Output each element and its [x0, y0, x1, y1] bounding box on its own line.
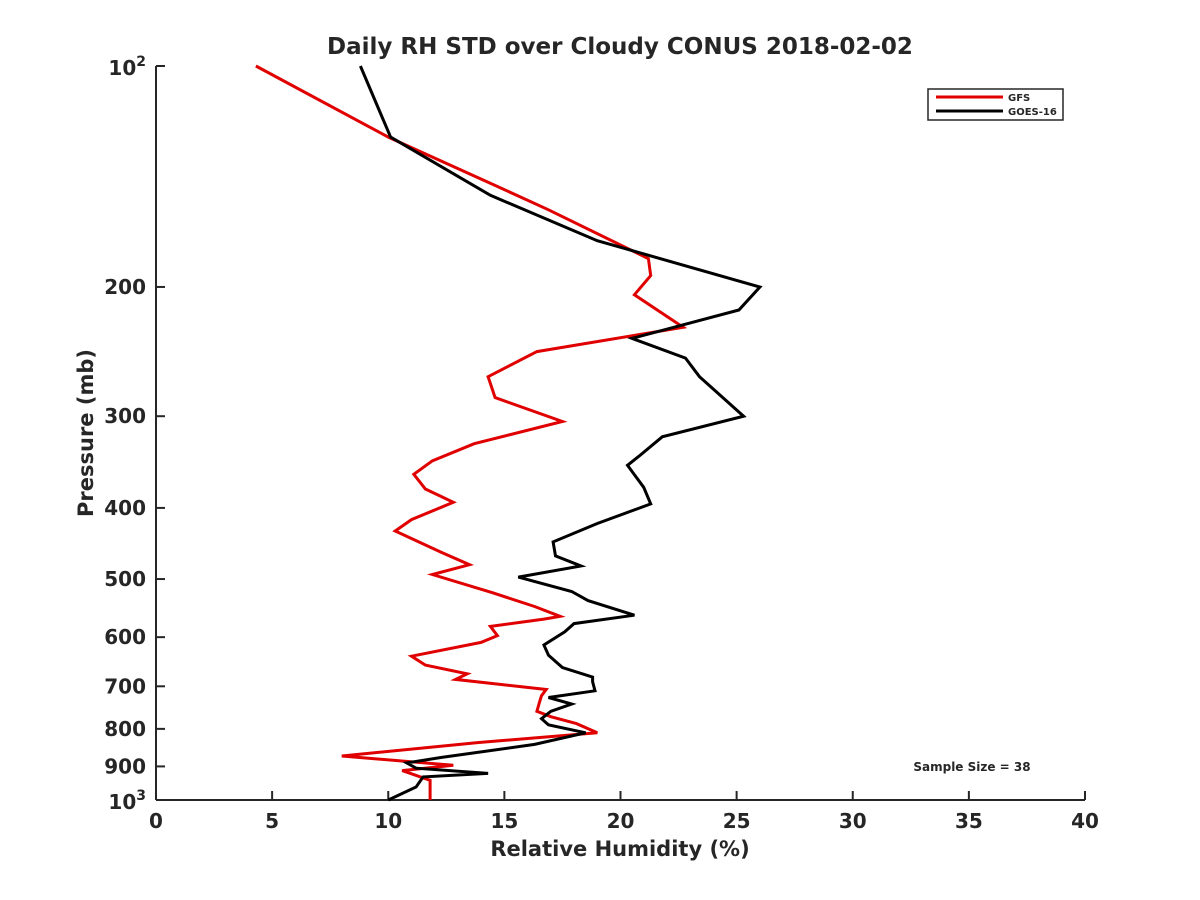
x-tick-label: 35 [955, 809, 983, 833]
x-tick-label: 30 [839, 809, 867, 833]
x-tick-label: 40 [1071, 809, 1099, 833]
legend-label: GFS [1008, 93, 1030, 104]
axes: 0 5 10 15 20 25 30 35 40 102 200 300 400 500 600 700 800… [104, 54, 1099, 833]
legend-label: GOES-16 [1008, 107, 1057, 118]
legend: GFS GOES-16 [927, 88, 1064, 121]
series-lines [255, 64, 763, 802]
chart-title: Daily RH STD over Cloudy CONUS 2018-02-0… [327, 34, 913, 60]
series-line-goes-16 [359, 65, 763, 802]
sample-size-annotation: Sample Size = 38 [913, 760, 1030, 774]
y-tick-label: 500 [104, 567, 146, 591]
y-tick-label: 600 [104, 625, 146, 649]
y-tick-label: 103 [108, 788, 146, 814]
y-tick-label: 300 [104, 404, 146, 428]
y-tick-label: 200 [104, 275, 146, 299]
y-tick-label: 900 [104, 754, 146, 778]
y-tick-label: 700 [104, 674, 146, 698]
x-tick-label: 20 [607, 809, 635, 833]
y-tick-label: 800 [104, 717, 146, 741]
legend-box [927, 88, 1064, 121]
x-axis-label: Relative Humidity (%) [490, 837, 749, 861]
x-tick-label: 15 [490, 809, 518, 833]
x-tick-label: 5 [265, 809, 279, 833]
y-tick-label: 102 [108, 54, 146, 80]
x-tick-label: 10 [374, 809, 402, 833]
x-tick-label: 25 [723, 809, 751, 833]
y-axis-label: Pressure (mb) [74, 349, 98, 517]
series-line-gfs [255, 64, 688, 800]
x-tick-label: 0 [149, 809, 163, 833]
y-tick-label: 400 [104, 496, 146, 520]
